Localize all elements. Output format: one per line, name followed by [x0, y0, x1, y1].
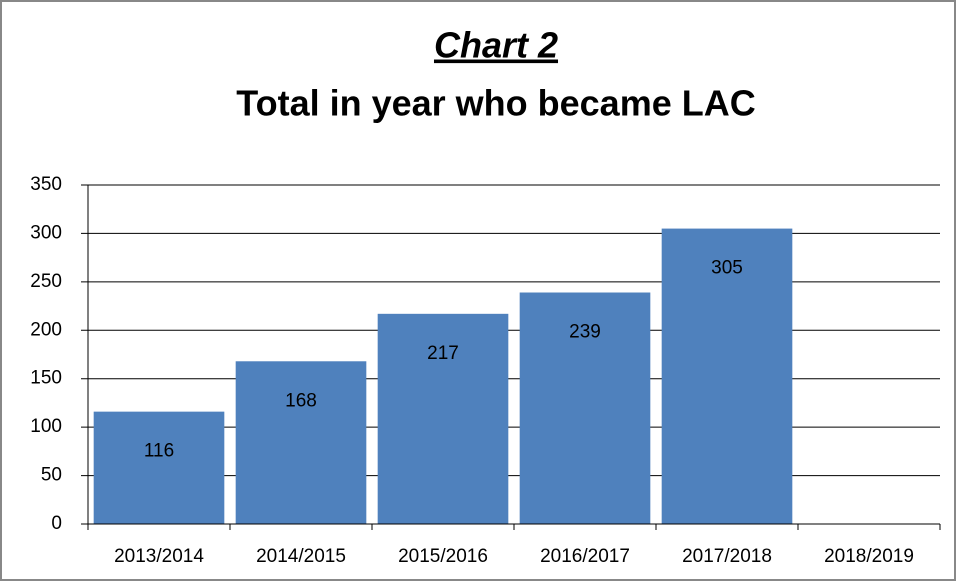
y-tick-label: 300	[30, 222, 62, 243]
x-tick-label: 2017/2018	[682, 546, 772, 567]
y-tick-label: 0	[51, 513, 62, 534]
bar	[235, 361, 367, 524]
data-label: 239	[569, 322, 601, 343]
y-tick-label: 350	[30, 174, 62, 195]
x-tick-label: 2018/2019	[824, 546, 914, 567]
x-tick-label: 2015/2016	[398, 546, 488, 567]
x-tick-label: 2016/2017	[540, 546, 630, 567]
x-tick-label: 2013/2014	[114, 546, 204, 567]
chart-title: Chart 2	[434, 25, 558, 66]
y-tick-label: 50	[41, 465, 62, 486]
y-tick-label: 150	[30, 368, 62, 389]
bar	[661, 228, 793, 525]
data-label: 168	[285, 390, 317, 411]
bar	[377, 313, 509, 524]
data-label: 305	[711, 258, 743, 279]
y-tick-label: 200	[30, 319, 62, 340]
bar	[93, 411, 225, 524]
y-tick-label: 250	[30, 271, 62, 292]
y-tick-label: 100	[30, 416, 62, 437]
bar	[519, 292, 651, 524]
x-tick-label: 2014/2015	[256, 546, 346, 567]
data-label: 217	[427, 343, 459, 364]
chart-subtitle: Total in year who became LAC	[236, 83, 755, 124]
data-label: 116	[144, 441, 174, 462]
